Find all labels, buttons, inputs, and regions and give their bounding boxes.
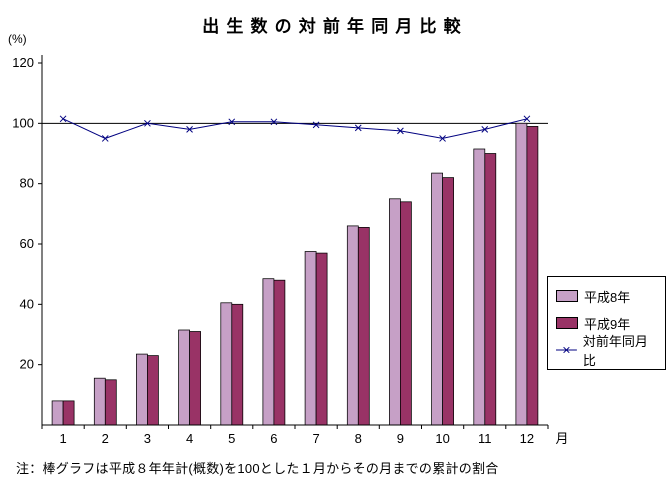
heisei9-color-swatch: [556, 317, 578, 329]
legend-item-yoy-ratio: 対前年同月比: [556, 334, 657, 368]
svg-text:12: 12: [520, 431, 534, 446]
heisei8-color-swatch: [556, 290, 578, 302]
svg-text:4: 4: [186, 431, 193, 446]
svg-text:9: 9: [397, 431, 404, 446]
svg-text:80: 80: [20, 176, 34, 191]
svg-text:8: 8: [355, 431, 362, 446]
legend-item-heisei8: 平成8年: [556, 286, 657, 306]
legend-label-heisei9: 平成9年: [584, 316, 631, 332]
legend-item-heisei9: 平成9年: [556, 313, 657, 333]
svg-text:100: 100: [12, 115, 34, 130]
line-marker-swatch: [556, 346, 577, 354]
svg-text:11: 11: [478, 431, 492, 446]
svg-text:120: 120: [12, 55, 34, 70]
chart-footnote: 注：棒グラフは平成８年年計(概数)を100とした１月からその月までの累計の割合: [16, 461, 499, 476]
svg-text:6: 6: [270, 431, 277, 446]
svg-text:10: 10: [435, 431, 449, 446]
chart-legend: 平成8年 平成9年 対前年同月比: [547, 276, 666, 370]
chart-title: 出生数の対前年同月比較: [202, 17, 468, 36]
legend-label-heisei8: 平成8年: [584, 289, 631, 305]
svg-text:2: 2: [102, 431, 109, 446]
svg-text:60: 60: [20, 236, 34, 251]
svg-text:20: 20: [20, 357, 34, 372]
svg-text:40: 40: [20, 296, 34, 311]
legend-label-yoy-ratio: 対前年同月比: [582, 334, 648, 368]
svg-text:月: 月: [555, 431, 568, 446]
svg-text:5: 5: [228, 431, 235, 446]
svg-text:1: 1: [59, 431, 66, 446]
svg-text:3: 3: [144, 431, 151, 446]
y-axis-unit-label: (%): [8, 32, 27, 46]
svg-text:7: 7: [312, 431, 319, 446]
